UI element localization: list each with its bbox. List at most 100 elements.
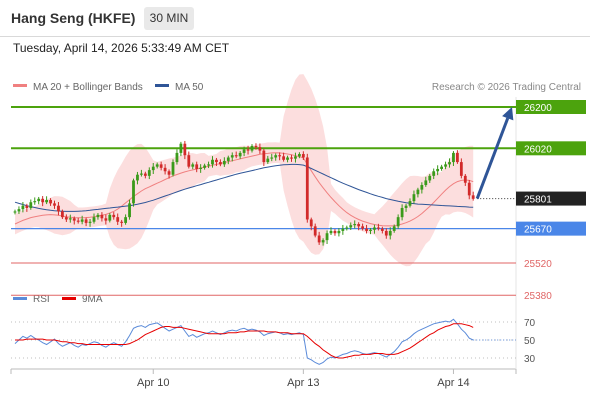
candle-body — [96, 214, 100, 218]
candle-body — [195, 164, 199, 169]
projection-arrowhead — [502, 107, 514, 121]
candle-body — [436, 168, 440, 172]
candle-body — [45, 199, 48, 203]
candle-body — [112, 214, 116, 218]
candle-body — [88, 221, 92, 223]
level-label-26200: 26200 — [524, 103, 552, 114]
candle-body — [404, 205, 408, 208]
candle-body — [357, 224, 361, 227]
candle-body — [250, 146, 254, 151]
projection-arrow-shaft — [475, 117, 510, 200]
candle-body — [226, 157, 230, 161]
last-price-tag — [516, 191, 586, 206]
candle-body — [305, 157, 309, 220]
candle-body — [215, 159, 218, 163]
candle-body — [41, 198, 45, 203]
candle-body — [147, 170, 151, 176]
candle-body — [183, 143, 187, 156]
rsi-legend: RSI 9MA — [13, 294, 103, 305]
candle-body — [124, 217, 127, 223]
timeframe-badge[interactable]: 30 MIN — [144, 7, 194, 30]
candle-body — [278, 155, 282, 157]
candle-body — [452, 152, 455, 163]
rsi-tick-label: 50 — [524, 336, 536, 347]
x-tick-label: Apr 10 — [137, 377, 169, 389]
candle-body — [29, 202, 33, 208]
candle-body — [321, 240, 325, 243]
candle-body — [298, 154, 301, 157]
candle-body — [341, 228, 345, 231]
candle-body — [412, 194, 416, 202]
candle-body — [120, 221, 124, 223]
rsi-tick-label: 70 — [524, 318, 536, 329]
candle-body — [274, 155, 278, 158]
candle-body — [230, 155, 234, 158]
candle-body — [92, 217, 96, 222]
last-price-label: 25801 — [524, 195, 552, 206]
candle-body — [13, 211, 17, 213]
candle-body — [25, 205, 29, 208]
candle-body — [365, 228, 368, 231]
chart-header: Hang Seng (HKFE) 30 MIN — [0, 0, 590, 37]
candle-body — [191, 164, 195, 167]
candle-body — [171, 162, 175, 175]
candle-body — [242, 149, 246, 153]
candle-body — [140, 173, 143, 175]
candle-body — [270, 157, 274, 159]
candle-body — [179, 143, 183, 153]
level-tag-26020 — [516, 141, 586, 156]
candle-body — [116, 217, 120, 222]
candle-body — [234, 155, 238, 157]
candle-body — [309, 219, 313, 227]
candle-body — [84, 219, 88, 223]
candle-body — [313, 226, 317, 236]
candle-body — [159, 164, 163, 168]
candle-body — [420, 185, 424, 190]
candle-body — [388, 230, 392, 236]
candle-body — [290, 157, 293, 159]
candle-body — [396, 217, 400, 227]
candle-body — [187, 155, 191, 167]
x-tick-label: Apr 13 — [287, 377, 319, 389]
candle-body — [175, 152, 179, 163]
candle-body — [199, 167, 203, 169]
candle-body — [219, 162, 222, 165]
candle-body — [17, 209, 21, 212]
candle-body — [262, 150, 266, 163]
candle-body — [104, 218, 108, 221]
candle-body — [282, 156, 285, 160]
candle-body — [329, 230, 333, 234]
candle-body — [428, 175, 432, 181]
candle-body — [345, 227, 349, 229]
candle-body — [128, 203, 131, 218]
candle-body — [80, 219, 84, 222]
candle-body — [440, 166, 443, 169]
candle-body — [444, 164, 447, 167]
candle-body — [325, 233, 329, 241]
ma9-legend-swatch — [62, 297, 76, 300]
candle-body — [294, 156, 297, 159]
ma50-legend-label: MA 50 — [175, 82, 204, 93]
candle-body — [72, 218, 76, 221]
candle-body — [163, 167, 167, 172]
candle-body — [317, 235, 321, 243]
candle-body — [76, 220, 80, 222]
candle-body — [459, 162, 463, 176]
candle-body — [100, 214, 104, 219]
candle-body — [463, 175, 467, 183]
candle-body — [151, 166, 155, 171]
candle-body — [400, 207, 404, 218]
candle-body — [392, 226, 396, 231]
candle-body — [258, 147, 262, 151]
candle-body — [266, 158, 270, 163]
candle-body — [467, 182, 471, 196]
candle-body — [33, 201, 37, 203]
level-label-25520: 25520 — [524, 259, 552, 270]
x-tick-label: Apr 14 — [437, 377, 469, 389]
candle-body — [384, 230, 388, 236]
candle-body — [108, 214, 112, 221]
ma50-line — [14, 163, 474, 212]
candle-body — [361, 226, 364, 229]
rsi-tick-label: 30 — [524, 354, 536, 365]
